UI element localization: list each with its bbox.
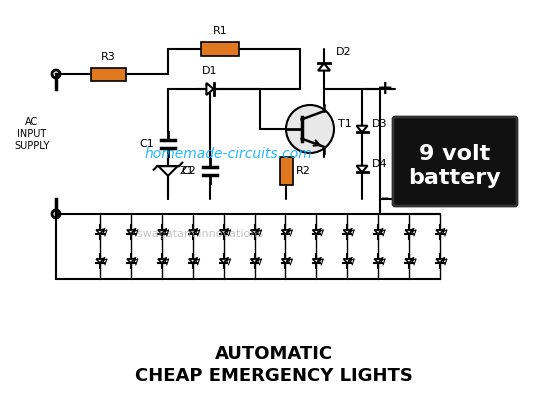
- Polygon shape: [405, 230, 413, 234]
- Polygon shape: [96, 230, 104, 234]
- Polygon shape: [189, 259, 197, 263]
- Text: 9 volt
battery: 9 volt battery: [409, 144, 501, 188]
- Bar: [90, 67, 125, 81]
- Polygon shape: [282, 259, 289, 263]
- Text: CHEAP EMERGENCY LIGHTS: CHEAP EMERGENCY LIGHTS: [135, 367, 413, 385]
- Polygon shape: [220, 259, 227, 263]
- Polygon shape: [158, 259, 165, 263]
- Polygon shape: [374, 259, 382, 263]
- Polygon shape: [374, 230, 382, 234]
- Polygon shape: [344, 259, 351, 263]
- Text: R3: R3: [101, 52, 116, 62]
- Text: -: -: [381, 189, 389, 209]
- Bar: [201, 42, 239, 56]
- Polygon shape: [312, 230, 320, 234]
- Circle shape: [286, 105, 334, 153]
- Polygon shape: [158, 166, 178, 176]
- Polygon shape: [357, 126, 368, 132]
- Polygon shape: [207, 83, 214, 95]
- FancyBboxPatch shape: [393, 117, 517, 206]
- Polygon shape: [436, 230, 444, 234]
- Polygon shape: [344, 230, 351, 234]
- Polygon shape: [282, 230, 289, 234]
- Text: AC
INPUT
SUPPLY: AC INPUT SUPPLY: [14, 117, 50, 151]
- Text: D2: D2: [336, 47, 352, 57]
- Text: AUTOMATIC: AUTOMATIC: [215, 345, 333, 363]
- Polygon shape: [158, 230, 165, 234]
- Text: R2: R2: [296, 166, 311, 176]
- Text: homemade-circuits.com: homemade-circuits.com: [145, 147, 313, 161]
- Bar: [279, 157, 293, 185]
- Text: R1: R1: [213, 26, 227, 36]
- Polygon shape: [220, 230, 227, 234]
- Polygon shape: [189, 230, 197, 234]
- Polygon shape: [127, 230, 135, 234]
- Text: T1: T1: [338, 119, 352, 129]
- Polygon shape: [405, 259, 413, 263]
- Polygon shape: [436, 259, 444, 263]
- Circle shape: [52, 70, 60, 78]
- Text: D4: D4: [372, 159, 387, 169]
- Polygon shape: [250, 230, 259, 234]
- Circle shape: [52, 210, 60, 218]
- Polygon shape: [318, 63, 330, 71]
- Polygon shape: [312, 259, 320, 263]
- Polygon shape: [357, 166, 368, 172]
- Polygon shape: [250, 259, 259, 263]
- Polygon shape: [127, 259, 135, 263]
- Text: swagatam innovations: swagatam innovations: [137, 229, 263, 239]
- Polygon shape: [96, 259, 104, 263]
- Text: +: +: [377, 79, 393, 99]
- Text: D3: D3: [372, 119, 387, 129]
- Text: Z1: Z1: [180, 166, 195, 176]
- Text: C2: C2: [181, 166, 196, 176]
- Text: C1: C1: [139, 139, 154, 149]
- Text: D1: D1: [202, 66, 218, 76]
